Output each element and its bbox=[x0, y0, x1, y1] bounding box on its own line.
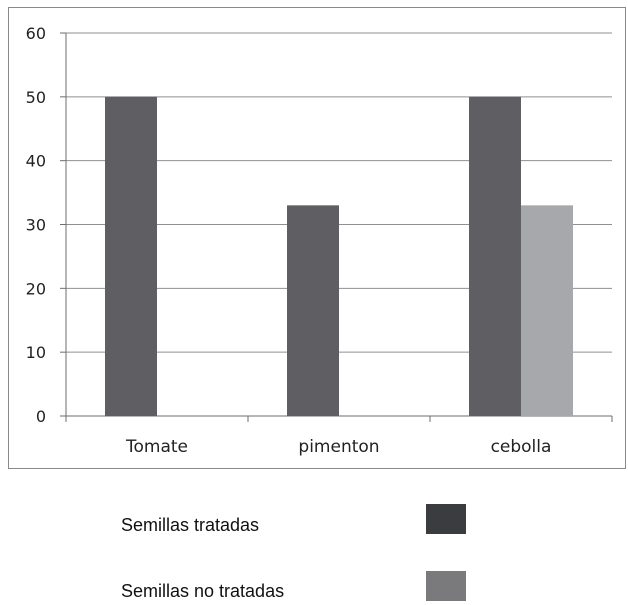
y-tick-label: 0 bbox=[36, 407, 46, 426]
x-category-label: Tomate bbox=[125, 437, 188, 457]
y-tick-label: 20 bbox=[26, 279, 46, 298]
legend-label-untreated: Semillas no tratadas bbox=[121, 581, 285, 601]
bar-cebolla-treated bbox=[469, 96, 521, 416]
x-category-label: cebolla bbox=[491, 437, 552, 457]
y-tick-label: 50 bbox=[26, 88, 46, 107]
bar-cebolla-untreated bbox=[521, 205, 573, 416]
y-tick-label: 30 bbox=[26, 216, 46, 235]
y-tick-label: 40 bbox=[26, 152, 46, 171]
y-tick-label: 10 bbox=[26, 343, 46, 362]
legend-swatch-untreated bbox=[426, 571, 466, 601]
bar-pimenton-treated bbox=[287, 205, 339, 416]
legend-swatch-treated bbox=[426, 504, 466, 534]
bar-chart: 0 10 20 30 40 50 60 Tomate pimenton cebolla bbox=[26, 24, 613, 457]
x-category-label: pimenton bbox=[298, 437, 379, 457]
bar-tomate-treated bbox=[105, 96, 157, 416]
y-tick-label: 60 bbox=[26, 24, 46, 43]
legend-label-treated: Semillas tratadas bbox=[121, 515, 260, 535]
